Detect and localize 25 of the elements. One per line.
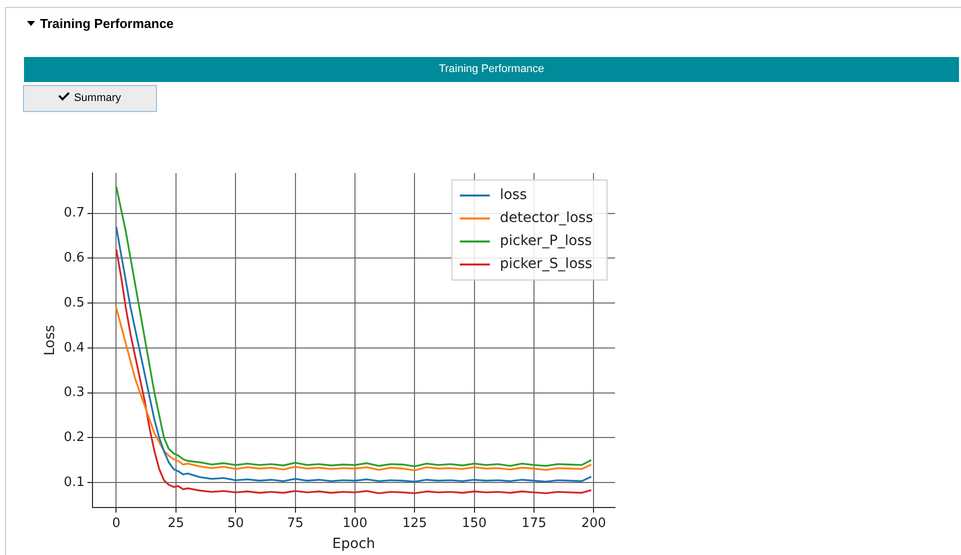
legend-label: loss bbox=[500, 187, 527, 204]
text: Summary bbox=[74, 92, 122, 104]
x-tick-label: 150 bbox=[462, 516, 487, 531]
legend-label: picker_S_loss bbox=[500, 256, 592, 272]
y-tick-label: 0.3 bbox=[64, 385, 84, 400]
legend-label: picker_P_loss bbox=[500, 233, 592, 250]
x-tick-label: 100 bbox=[342, 516, 368, 531]
legend-label: detector_loss bbox=[500, 210, 594, 226]
chart-title: Training Performance bbox=[24, 57, 959, 82]
y-tick-label: 0.5 bbox=[64, 295, 84, 310]
x-axis-title: Epoch bbox=[332, 536, 376, 552]
x-tick-label: 25 bbox=[168, 516, 184, 531]
x-tick-label: 50 bbox=[227, 516, 244, 531]
x-tick-label: 0 bbox=[112, 516, 120, 531]
x-tick-label: 200 bbox=[581, 516, 606, 531]
y-tick-label: 0.1 bbox=[64, 474, 84, 490]
x-tick-label: 125 bbox=[402, 516, 428, 531]
y-tick-label: 0.7 bbox=[64, 206, 84, 221]
y-tick-label: 0.4 bbox=[64, 340, 84, 356]
y-tick-label: 0.2 bbox=[64, 430, 84, 446]
y-axis-title: Loss bbox=[42, 324, 58, 356]
x-tick-label: 175 bbox=[522, 516, 546, 531]
x-tick-label: 75 bbox=[286, 516, 304, 531]
y-tick-label: 0.6 bbox=[64, 250, 84, 266]
text: Training Performance bbox=[40, 16, 174, 31]
